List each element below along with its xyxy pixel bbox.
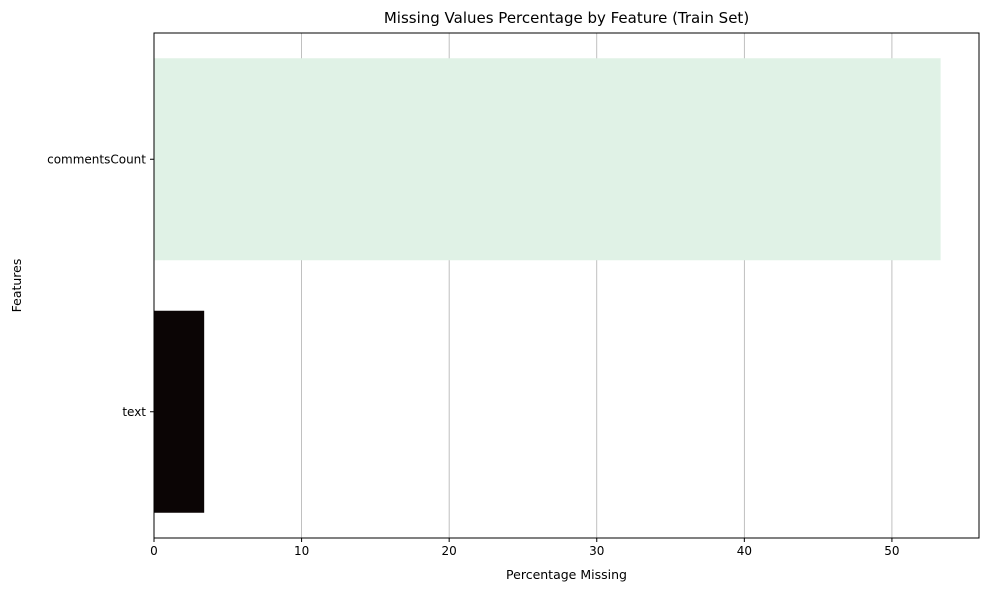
plot-area-frame (153, 32, 980, 539)
x-tick-label-40: 40 (737, 544, 752, 558)
x-axis-ticks: 0 10 20 30 40 50 (150, 538, 900, 558)
bar-commentsCount (154, 58, 941, 261)
x-tick-label-0: 0 (150, 544, 158, 558)
x-tick-label-20: 20 (442, 544, 457, 558)
y-tick-label-commentsCount: commentsCount (47, 152, 146, 166)
y-axis-ticks: commentsCount text (47, 152, 154, 419)
chart-title: Missing Values Percentage by Feature (Tr… (384, 9, 749, 27)
bars (154, 58, 941, 513)
x-tick-label-10: 10 (294, 544, 309, 558)
y-tick-label-text: text (122, 405, 146, 419)
x-axis-label: Percentage Missing (506, 567, 627, 582)
x-tick-label-30: 30 (589, 544, 604, 558)
bar-text (154, 310, 205, 513)
x-tick-label-50: 50 (884, 544, 899, 558)
y-axis-label: Features (9, 259, 24, 313)
